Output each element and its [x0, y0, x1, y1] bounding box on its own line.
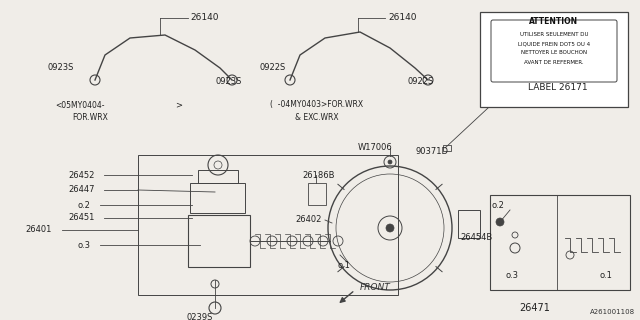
- Text: 26140: 26140: [190, 13, 218, 22]
- Text: 26401: 26401: [25, 226, 51, 235]
- Text: 90371D: 90371D: [415, 148, 448, 156]
- Circle shape: [496, 218, 504, 226]
- Text: A261001108: A261001108: [590, 309, 635, 315]
- Text: o.3: o.3: [505, 270, 518, 279]
- Bar: [480, 12, 628, 107]
- Text: o.2: o.2: [492, 201, 505, 210]
- Text: <05MY0404-: <05MY0404-: [55, 100, 104, 109]
- Text: 0239S: 0239S: [187, 314, 213, 320]
- Bar: [198, 170, 238, 183]
- Text: W17006: W17006: [358, 143, 393, 153]
- Text: 0923S: 0923S: [215, 77, 241, 86]
- Bar: [188, 215, 250, 267]
- FancyBboxPatch shape: [491, 20, 617, 82]
- Circle shape: [386, 224, 394, 232]
- Text: 26471: 26471: [520, 303, 550, 313]
- Text: 26452: 26452: [68, 171, 94, 180]
- Text: LIQUIDE FREIN DOT5 OU 4: LIQUIDE FREIN DOT5 OU 4: [518, 42, 590, 46]
- Bar: [490, 195, 630, 290]
- Text: 26402: 26402: [295, 215, 321, 225]
- Text: & EXC.WRX: & EXC.WRX: [295, 114, 339, 123]
- Text: ATTENTION: ATTENTION: [529, 18, 579, 27]
- Text: >: >: [175, 100, 182, 109]
- Text: o.2: o.2: [78, 201, 91, 210]
- Text: 0922S: 0922S: [260, 63, 286, 73]
- Bar: [443, 145, 451, 151]
- Bar: [458, 210, 480, 238]
- Bar: [308, 183, 326, 205]
- Text: 26454B: 26454B: [460, 234, 492, 243]
- Text: UTILISER SEULEMENT DU: UTILISER SEULEMENT DU: [520, 33, 588, 37]
- Text: AVANT DE REFERMER.: AVANT DE REFERMER.: [524, 60, 584, 65]
- Text: 26447: 26447: [68, 186, 95, 195]
- Text: (  -04MY0403>FOR.WRX: ( -04MY0403>FOR.WRX: [270, 100, 363, 109]
- Text: LABEL 26171: LABEL 26171: [528, 84, 588, 92]
- Bar: [138, 155, 398, 295]
- Text: NETTOYER LE BOUCHON: NETTOYER LE BOUCHON: [521, 51, 587, 55]
- Text: FRONT: FRONT: [360, 284, 391, 292]
- Text: o.1: o.1: [338, 260, 351, 269]
- Text: 26451: 26451: [68, 213, 94, 222]
- Circle shape: [388, 160, 392, 164]
- Text: 26186B: 26186B: [302, 171, 335, 180]
- Bar: [190, 183, 245, 213]
- Text: 0923S: 0923S: [48, 63, 74, 73]
- Text: 26140: 26140: [388, 13, 417, 22]
- Text: o.1: o.1: [600, 270, 613, 279]
- Text: o.3: o.3: [78, 241, 91, 250]
- Text: FOR.WRX: FOR.WRX: [72, 114, 108, 123]
- Text: 0922S: 0922S: [408, 77, 435, 86]
